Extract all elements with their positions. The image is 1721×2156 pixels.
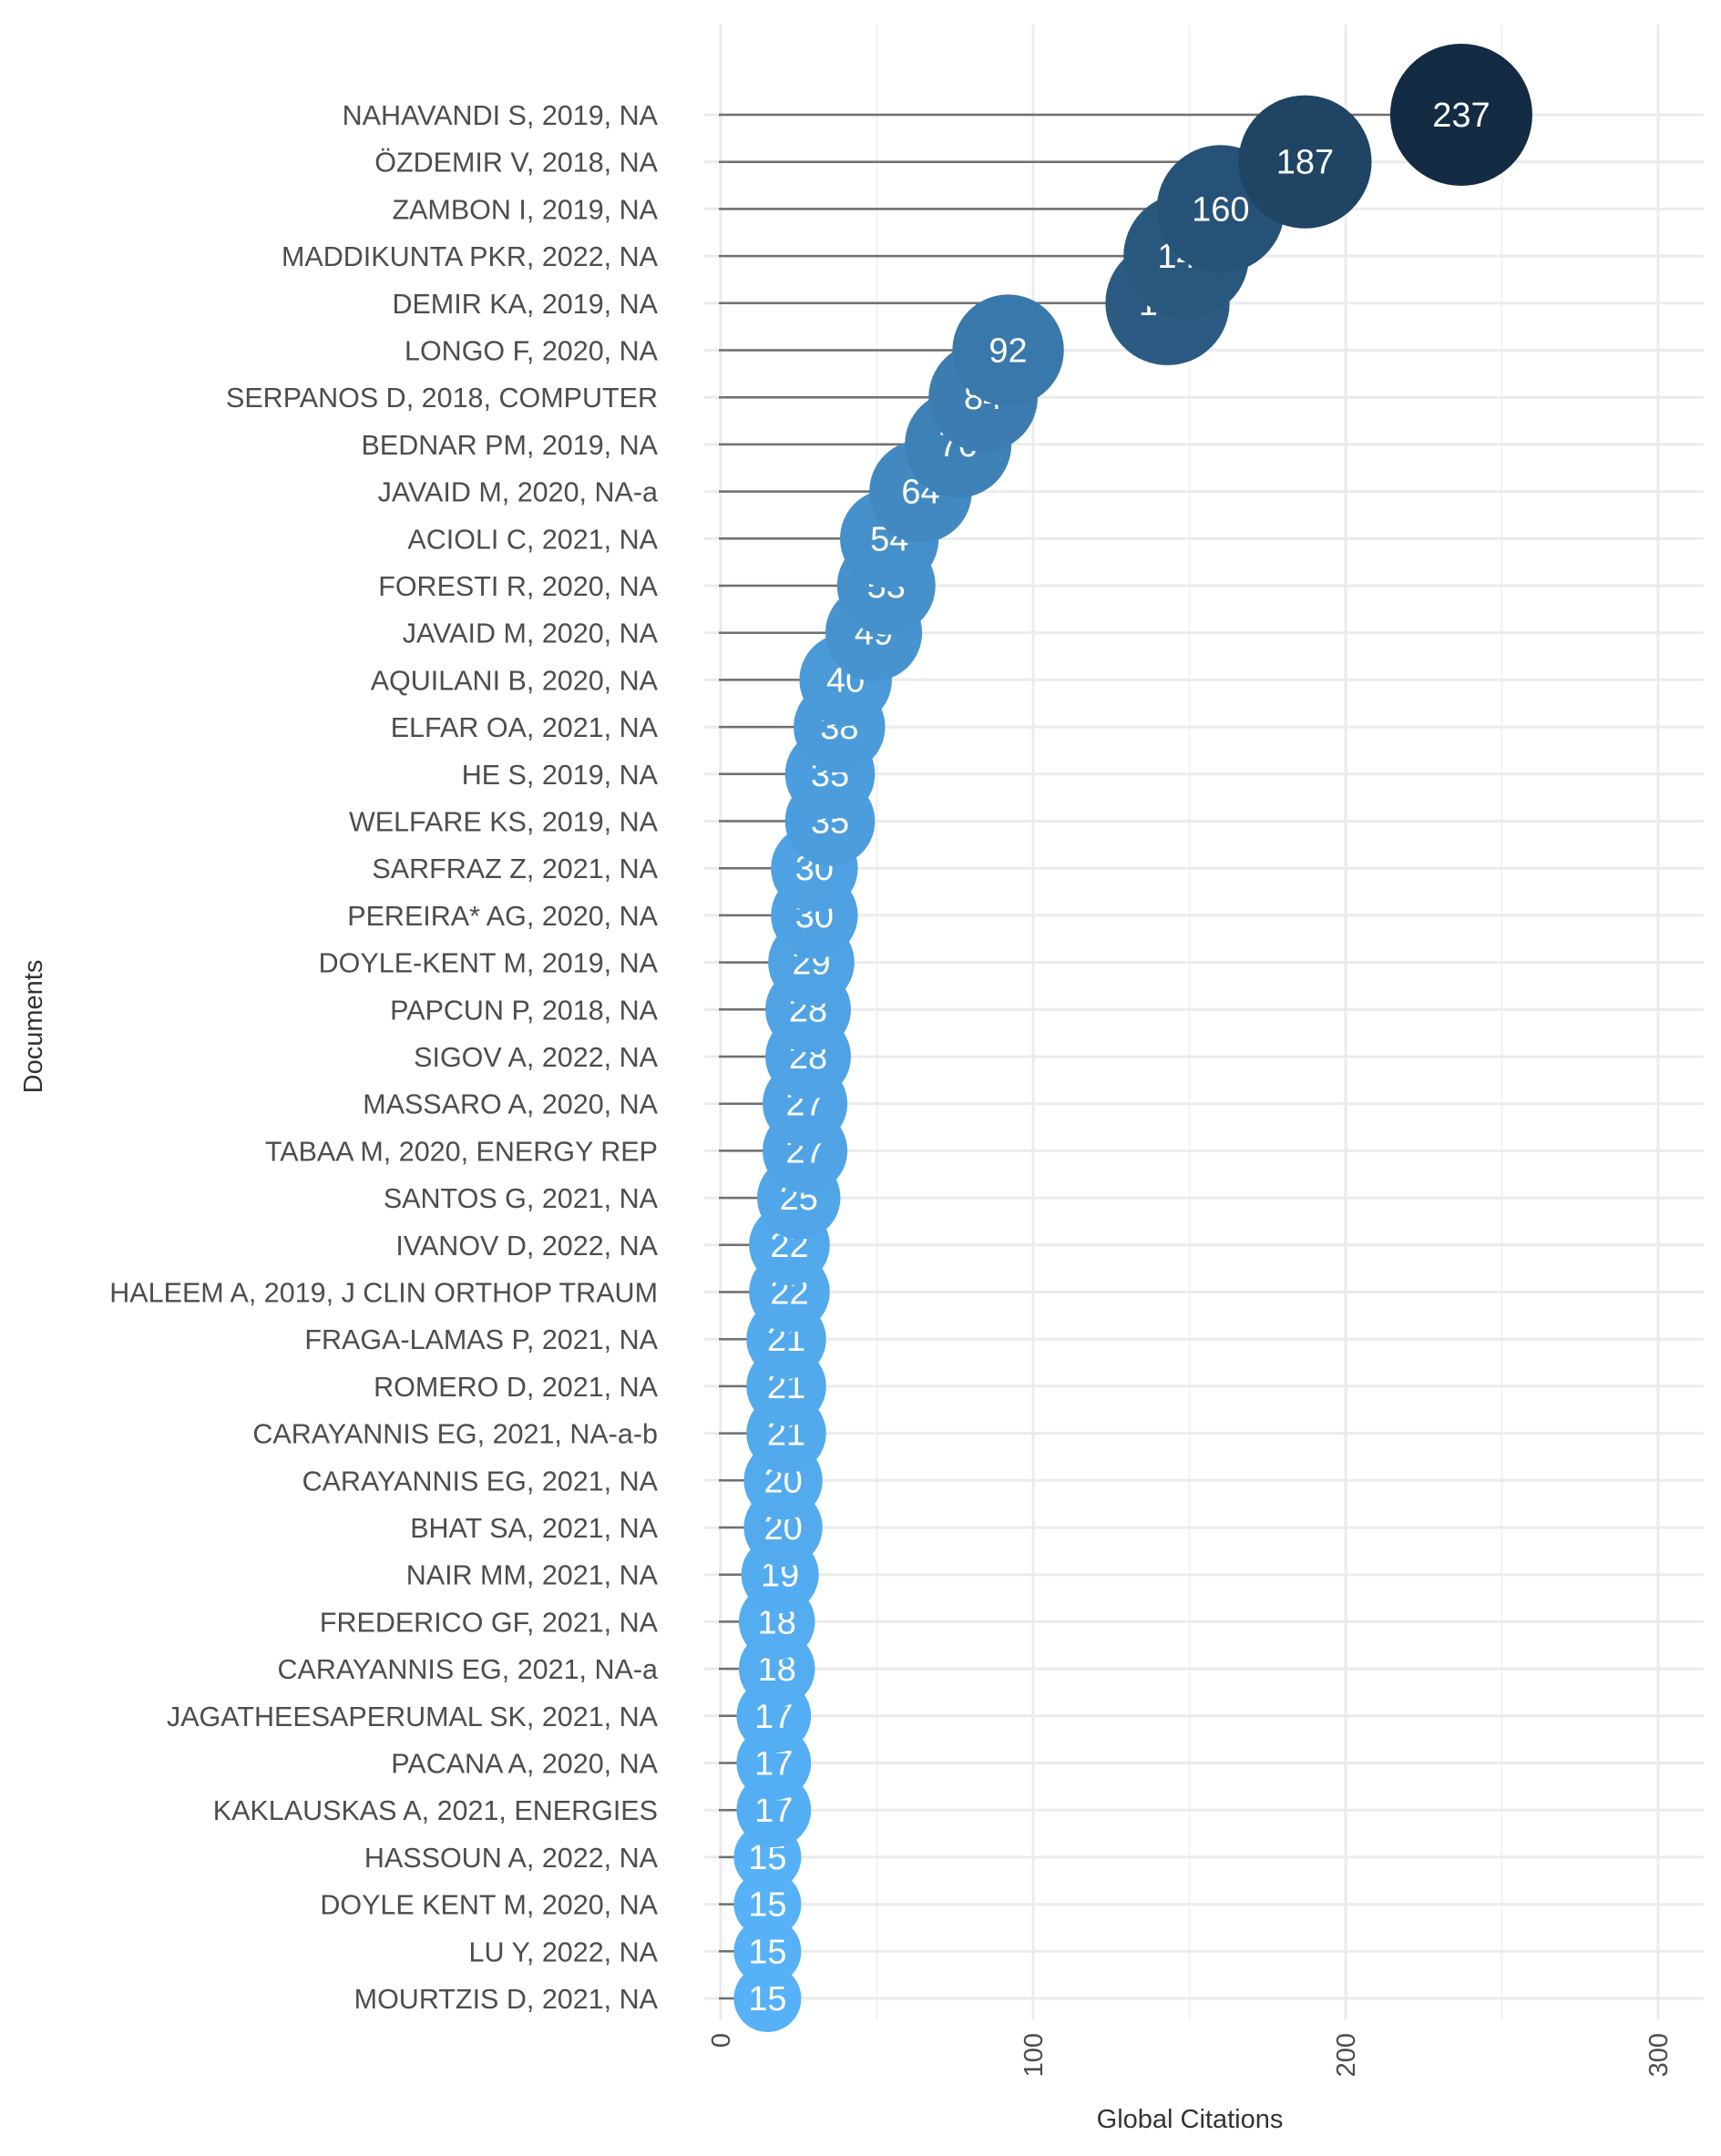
y-tick-label: ÖZDEMIR V, 2018, NA — [374, 148, 658, 179]
y-tick-label: MOURTZIS D, 2021, NA — [354, 1984, 659, 2015]
y-tick-label: TABAA M, 2020, ENERGY REP — [265, 1136, 658, 1167]
y-tick-label: PEREIRA* AG, 2020, NA — [347, 901, 658, 932]
y-tick-label: JAGATHEESAPERUMAL SK, 2021, NA — [167, 1701, 659, 1732]
y-tick-label: DEMIR KA, 2019, NA — [392, 289, 658, 320]
y-tick-label: AQUILANI B, 2020, NA — [371, 665, 659, 696]
dots: 1515151517171718181920202121212222252727… — [733, 44, 1532, 2032]
y-tick-label: KAKLAUSKAS A, 2021, ENERGIES — [213, 1795, 658, 1826]
y-tick-label: ZAMBON I, 2019, NA — [392, 194, 658, 225]
y-tick-label: HE S, 2019, NA — [462, 760, 659, 791]
y-tick-label: PACANA A, 2020, NA — [391, 1749, 658, 1780]
dot-value-label: 15 — [748, 1886, 786, 1925]
x-tick-label: 300 — [1644, 2033, 1674, 2077]
y-tick-label: ROMERO D, 2021, NA — [374, 1372, 659, 1403]
dot-value-label: 160 — [1192, 190, 1249, 229]
y-tick-label: MADDIKUNTA PKR, 2022, NA — [282, 241, 659, 272]
y-tick-label: PAPCUN P, 2018, NA — [390, 995, 659, 1026]
y-tick-label: WELFARE KS, 2019, NA — [349, 807, 659, 838]
y-tick-label: NAIR MM, 2021, NA — [406, 1560, 659, 1591]
y-tick-label: JAVAID M, 2020, NA — [403, 618, 659, 649]
lollipop-dot — [733, 1917, 802, 1986]
y-tick-label: HALEEM A, 2019, J CLIN ORTHOP TRAUM — [109, 1278, 658, 1309]
y-tick-label: SERPANOS D, 2018, COMPUTER — [226, 383, 658, 414]
x-tick-labels: 0 100 200 300 — [707, 2033, 1674, 2077]
x-tick-label: 0 — [707, 2033, 736, 2048]
y-tick-labels: NAHAVANDI S, 2019, NA ÖZDEMIR V, 2018, NA… — [109, 100, 658, 2015]
dot-value-label: 237 — [1432, 97, 1490, 135]
y-tick-label: CARAYANNIS EG, 2021, NA — [302, 1466, 659, 1497]
x-tick-label: 200 — [1332, 2033, 1361, 2077]
y-tick-label: FORESTI R, 2020, NA — [378, 571, 658, 602]
y-tick-label: HASSOUN A, 2022, NA — [364, 1843, 659, 1874]
y-tick-label: FRAGA-LAMAS P, 2021, NA — [304, 1324, 658, 1355]
dot-value-label: 187 — [1276, 144, 1334, 182]
y-tick-label: FREDERICO GF, 2021, NA — [320, 1607, 659, 1638]
y-tick-label: DOYLE KENT M, 2020, NA — [320, 1890, 658, 1921]
y-tick-label: CARAYANNIS EG, 2021, NA-a — [277, 1654, 658, 1685]
dot-value-label: 15 — [748, 1980, 786, 2018]
y-tick-label: LONGO F, 2020, NA — [405, 336, 659, 367]
y-tick-label: IVANOV D, 2022, NA — [395, 1231, 658, 1262]
lollipop-dot — [952, 294, 1064, 406]
dot-value-label: 92 — [989, 332, 1027, 371]
y-tick-label: LU Y, 2022, NA — [469, 1936, 659, 1967]
lollipop-dot — [1238, 95, 1372, 229]
lollipop-dot — [733, 1965, 802, 2032]
x-tick-label: 100 — [1019, 2033, 1049, 2077]
y-tick-label: CARAYANNIS EG, 2021, NA-a-b — [252, 1419, 658, 1450]
lollipop-dot — [1389, 44, 1532, 186]
x-axis-title: Global Citations — [1097, 2105, 1284, 2134]
y-tick-label: NAHAVANDI S, 2019, NA — [343, 100, 659, 131]
y-tick-label: ELFAR OA, 2021, NA — [391, 712, 659, 743]
dot-value-label: 15 — [748, 1933, 786, 1971]
y-tick-label: DOYLE-KENT M, 2019, NA — [319, 948, 659, 979]
y-tick-label: MASSARO A, 2020, NA — [363, 1089, 658, 1120]
y-tick-label: ACIOLI C, 2021, NA — [407, 524, 658, 555]
y-tick-label: SIGOV A, 2022, NA — [414, 1042, 659, 1073]
y-axis-title: Documents — [19, 960, 48, 1094]
lollipop-dot — [733, 1870, 802, 1938]
y-tick-label: JAVAID M, 2020, NA-a — [378, 477, 658, 508]
y-tick-label: SANTOS G, 2021, NA — [384, 1183, 659, 1214]
y-tick-label: BHAT SA, 2021, NA — [410, 1513, 658, 1544]
y-tick-label: SARFRAZ Z, 2021, NA — [372, 853, 658, 884]
y-tick-label: BEDNAR PM, 2019, NA — [362, 430, 659, 461]
